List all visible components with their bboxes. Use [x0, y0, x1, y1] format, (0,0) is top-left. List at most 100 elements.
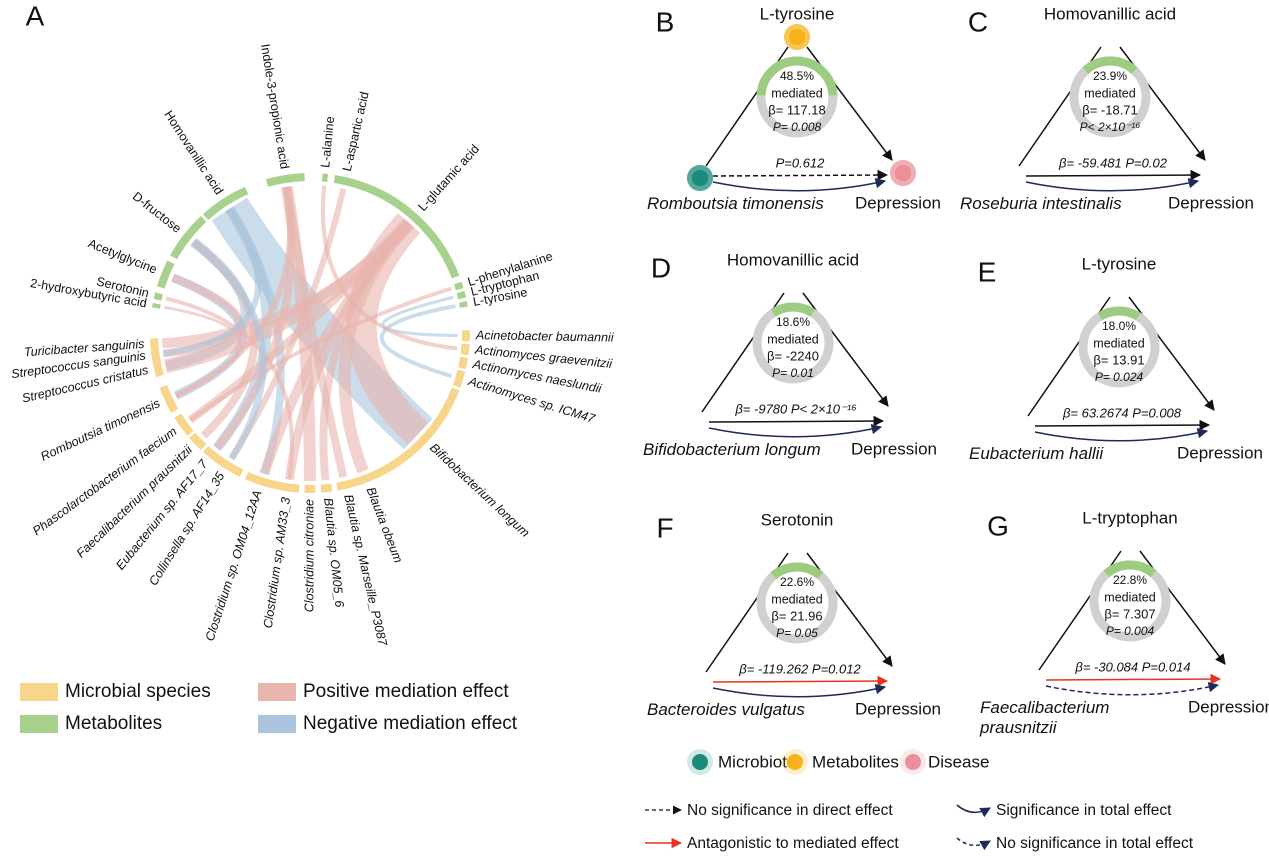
direct-effect: [1025, 169, 1202, 181]
ring-arc: [156, 260, 175, 289]
metabolite-label: Homovanillic acid: [161, 108, 226, 197]
legend-swatch: [20, 683, 58, 701]
legend-label: Antagonistic to mediated effect: [687, 835, 899, 852]
direct-effect: [712, 169, 889, 181]
beta: β= 21.96: [771, 608, 822, 623]
direct-effect-label: β= -59.481 P=0.02: [1058, 155, 1168, 170]
positive-ribbon: [284, 220, 413, 481]
species-label: Bifidobacterium longum: [427, 441, 532, 540]
legend-label: Significance in total effect: [996, 802, 1172, 819]
species-label: Blautia sp. OM05_6: [321, 497, 346, 608]
species-label: Acinetobacter baumannii: [475, 328, 615, 344]
legend-label: No significance in direct effect: [687, 802, 893, 819]
ring-arc: [202, 186, 249, 221]
total-effect: [712, 177, 887, 192]
mediation-panel: B L-tyrosine 48.5% mediated β= 117.18 P= 0.00…: [656, 4, 941, 212]
species-label: Clostridium sp. AM33_3: [261, 496, 293, 629]
legend-label: Microbial species: [65, 681, 211, 702]
legend-label: Metabolites: [812, 752, 899, 771]
metabolite-name: Serotonin: [761, 510, 834, 529]
mediated-percent: 48.5%: [780, 69, 814, 83]
species-label: Clostridium sp. OM04_12AA: [203, 488, 265, 642]
negative-ribbon: [381, 295, 459, 338]
mediation-panel: F Serotonin 22.6% mediated β= 21.96 P= 0.05 β=…: [656, 510, 941, 718]
panel-letter: A: [26, 0, 45, 31]
ring-arc: [458, 301, 468, 308]
direct-effect: [1045, 673, 1222, 685]
beta: β= -18.71: [1082, 102, 1138, 117]
p-value: P= 0.008: [773, 120, 822, 134]
panel-letter: E: [978, 256, 997, 287]
species-label: Blautia obeum: [364, 485, 406, 565]
disease-label: Depression: [1188, 697, 1269, 716]
legend-line: [956, 804, 991, 818]
legend-line: [956, 837, 991, 851]
p-value: P= 0.05: [776, 626, 818, 640]
mediated-percent: 18.6%: [776, 315, 810, 329]
mediated-text: mediated: [767, 332, 818, 346]
p-value: P= 0.024: [1095, 370, 1144, 384]
ring-arc: [460, 343, 470, 356]
total-effect: [708, 423, 883, 438]
metabolite-name: Homovanillic acid: [1044, 4, 1176, 23]
mediated-percent: 18.0%: [1102, 319, 1136, 333]
p-value: P= 0.004: [1106, 624, 1155, 638]
microbe-label: Eubacterium hallii: [969, 444, 1104, 463]
mediated-text: mediated: [1084, 86, 1135, 100]
metabolite-name: L-tryptophan: [1082, 508, 1177, 527]
ring-arc: [349, 178, 460, 279]
direct-effect-label: β= -30.084 P=0.014: [1074, 659, 1190, 674]
direct-effect: [712, 675, 889, 687]
microbe-label: Bifidobacterium longum: [643, 440, 821, 459]
positive-ribbon: [174, 186, 294, 399]
node: [787, 754, 803, 770]
ring-arc: [320, 483, 333, 493]
direct-effect-label: β= -9780 P< 2×10⁻¹⁶: [734, 401, 857, 416]
metabolite-label: Indole-3-propionic acid: [258, 43, 292, 170]
node: [789, 29, 805, 45]
metabolite-label: Acetylglycine: [86, 236, 159, 276]
ring-arc: [265, 173, 305, 187]
metabolite-label: D-fructose: [130, 189, 184, 236]
direct-effect: [1034, 419, 1211, 431]
mediated-arc: [770, 562, 824, 580]
disease-label: Depression: [855, 193, 941, 212]
legend-label: Microbiota: [718, 752, 797, 771]
ring-arc: [452, 369, 466, 388]
ring-arc: [189, 432, 207, 451]
total-effect: [1025, 177, 1200, 192]
microbe-label: Faecalibacterium prausnitzii: [980, 698, 1110, 737]
legend-swatch: [258, 683, 296, 701]
ring-arc: [153, 292, 163, 301]
beta: β= 117.18: [768, 102, 825, 117]
metabolite-name: Homovanillic acid: [727, 250, 859, 269]
total-effect: [1034, 427, 1209, 442]
negative-ribbon: [191, 239, 267, 461]
beta: β= -2240: [767, 348, 819, 363]
panel-letter: C: [968, 6, 988, 37]
disease-label: Depression: [855, 699, 941, 718]
node: [905, 754, 921, 770]
legend-label: Metabolites: [65, 713, 162, 734]
ring-arc: [159, 384, 179, 413]
metabolite-label: L-glutamic acid: [415, 142, 482, 214]
ring-arc: [336, 479, 355, 491]
direct-effect: [708, 415, 885, 427]
negative-ribbon: [379, 304, 456, 379]
panel-letter: F: [656, 512, 673, 543]
ribbons: [162, 185, 459, 482]
metabolite-label: L-alanine: [318, 116, 337, 169]
species-label: Clostridium citroniae: [302, 499, 316, 612]
direct-effect-label: β= 63.2674 P=0.008: [1062, 405, 1182, 420]
mediation-panel: C Homovanillic acid 23.9% mediated β= -18.71…: [968, 4, 1254, 212]
ring-arc: [456, 291, 467, 300]
direct-effect-label: β= -119.262 P=0.012: [738, 661, 861, 676]
ring-arc: [150, 338, 159, 350]
total-effect: [712, 683, 887, 698]
direct-effect-label: P=0.612: [776, 155, 826, 170]
ring-arc: [150, 348, 161, 361]
p-value: P= 0.01: [772, 366, 814, 380]
mediated-arc: [1082, 56, 1138, 75]
